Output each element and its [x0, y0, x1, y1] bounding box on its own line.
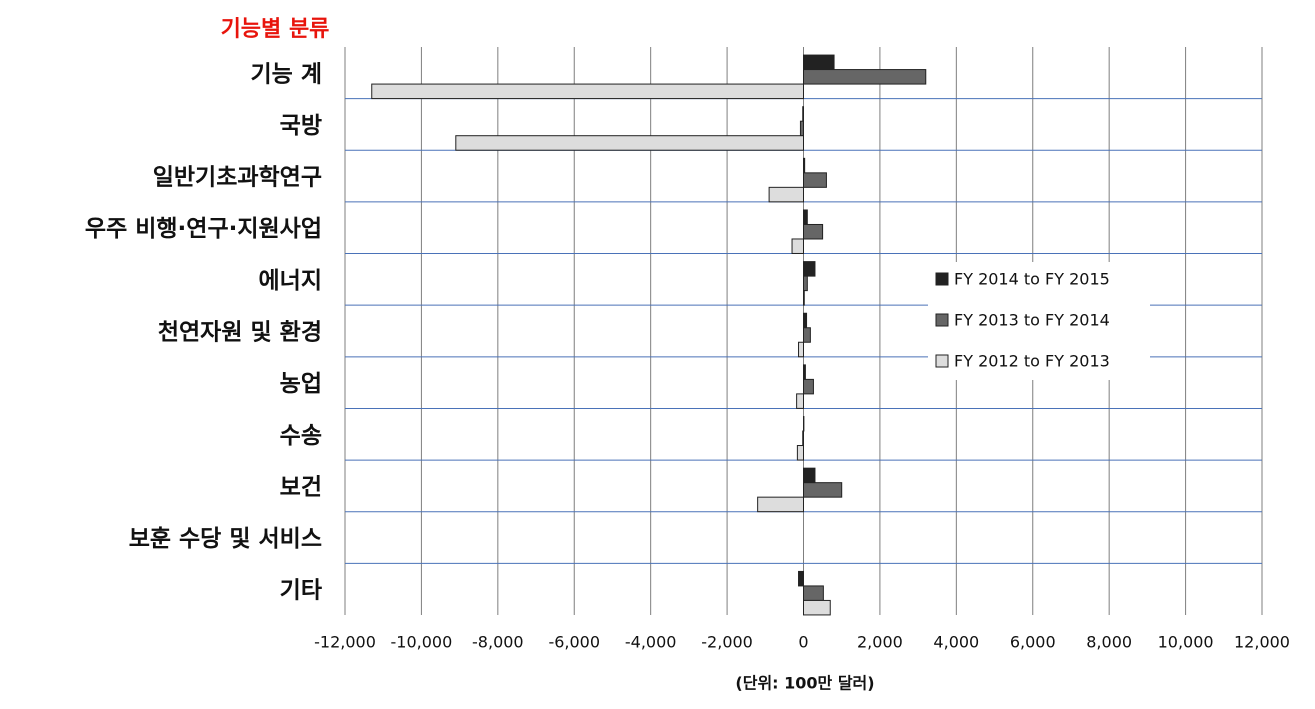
x-tick-label: 0 — [798, 633, 808, 652]
legend-swatch — [936, 273, 948, 285]
bar — [800, 121, 803, 136]
bar — [804, 158, 805, 173]
bar — [804, 291, 805, 306]
bar — [804, 262, 815, 277]
bar — [803, 107, 804, 122]
bar — [804, 224, 823, 239]
x-tick-label: 10,000 — [1158, 633, 1214, 652]
bar — [804, 328, 811, 343]
bar — [372, 84, 804, 99]
bar — [799, 571, 804, 586]
y-tick-label: 에너지 — [259, 268, 322, 294]
y-tick-label: 우주 비행·연구·지원사업 — [85, 216, 322, 242]
x-tick-label: 8,000 — [1086, 633, 1132, 652]
bar — [804, 600, 831, 615]
bar — [804, 379, 814, 394]
x-tick-label: -4,000 — [625, 633, 677, 652]
legend-label: FY 2013 to FY 2014 — [954, 311, 1110, 330]
x-axis-label: (단위: 100만 달러) — [735, 674, 874, 693]
x-tick-label: -2,000 — [701, 633, 753, 652]
x-tick-label: -10,000 — [391, 633, 453, 652]
y-tick-label: 기타 — [280, 578, 322, 604]
bar — [758, 497, 804, 512]
y-tick-label: 농업 — [280, 371, 322, 397]
bar — [803, 431, 804, 446]
x-tick-label: -6,000 — [548, 633, 600, 652]
y-tick-label: 보건 — [280, 474, 322, 500]
x-tick-label: 6,000 — [1010, 633, 1056, 652]
bar — [799, 342, 804, 357]
legend-label: FY 2012 to FY 2013 — [954, 352, 1110, 371]
y-tick-label: 천연자원 및 환경 — [158, 320, 322, 346]
bar — [804, 276, 808, 291]
bar — [804, 55, 835, 69]
bar — [797, 446, 803, 461]
y-tick-label: 기능 계 — [251, 61, 323, 87]
bar — [804, 586, 824, 601]
legend-swatch — [936, 355, 948, 367]
legend-swatch — [936, 314, 948, 326]
bar — [804, 313, 807, 328]
x-tick-label: 4,000 — [933, 633, 979, 652]
y-tick-label: 수송 — [280, 423, 322, 449]
y-tick-label: 보훈 수당 및 서비스 — [129, 526, 322, 552]
x-tick-label: 12,000 — [1234, 633, 1290, 652]
bar — [804, 468, 815, 483]
bar — [797, 394, 804, 409]
bar — [804, 483, 842, 498]
bar — [792, 239, 803, 254]
bar — [804, 70, 926, 85]
x-tick-label: -8,000 — [472, 633, 524, 652]
bar — [456, 136, 804, 151]
chart-title: 기능별 분류 — [221, 17, 330, 42]
x-tick-label: -12,000 — [314, 633, 376, 652]
legend-label: FY 2014 to FY 2015 — [954, 270, 1110, 289]
bar — [804, 210, 808, 225]
y-tick-label: 일반기초과학연구 — [153, 165, 322, 191]
x-tick-label: 2,000 — [857, 633, 903, 652]
bar — [804, 173, 827, 188]
bar — [769, 187, 803, 202]
y-tick-label: 국방 — [280, 113, 322, 139]
bar — [804, 365, 806, 380]
